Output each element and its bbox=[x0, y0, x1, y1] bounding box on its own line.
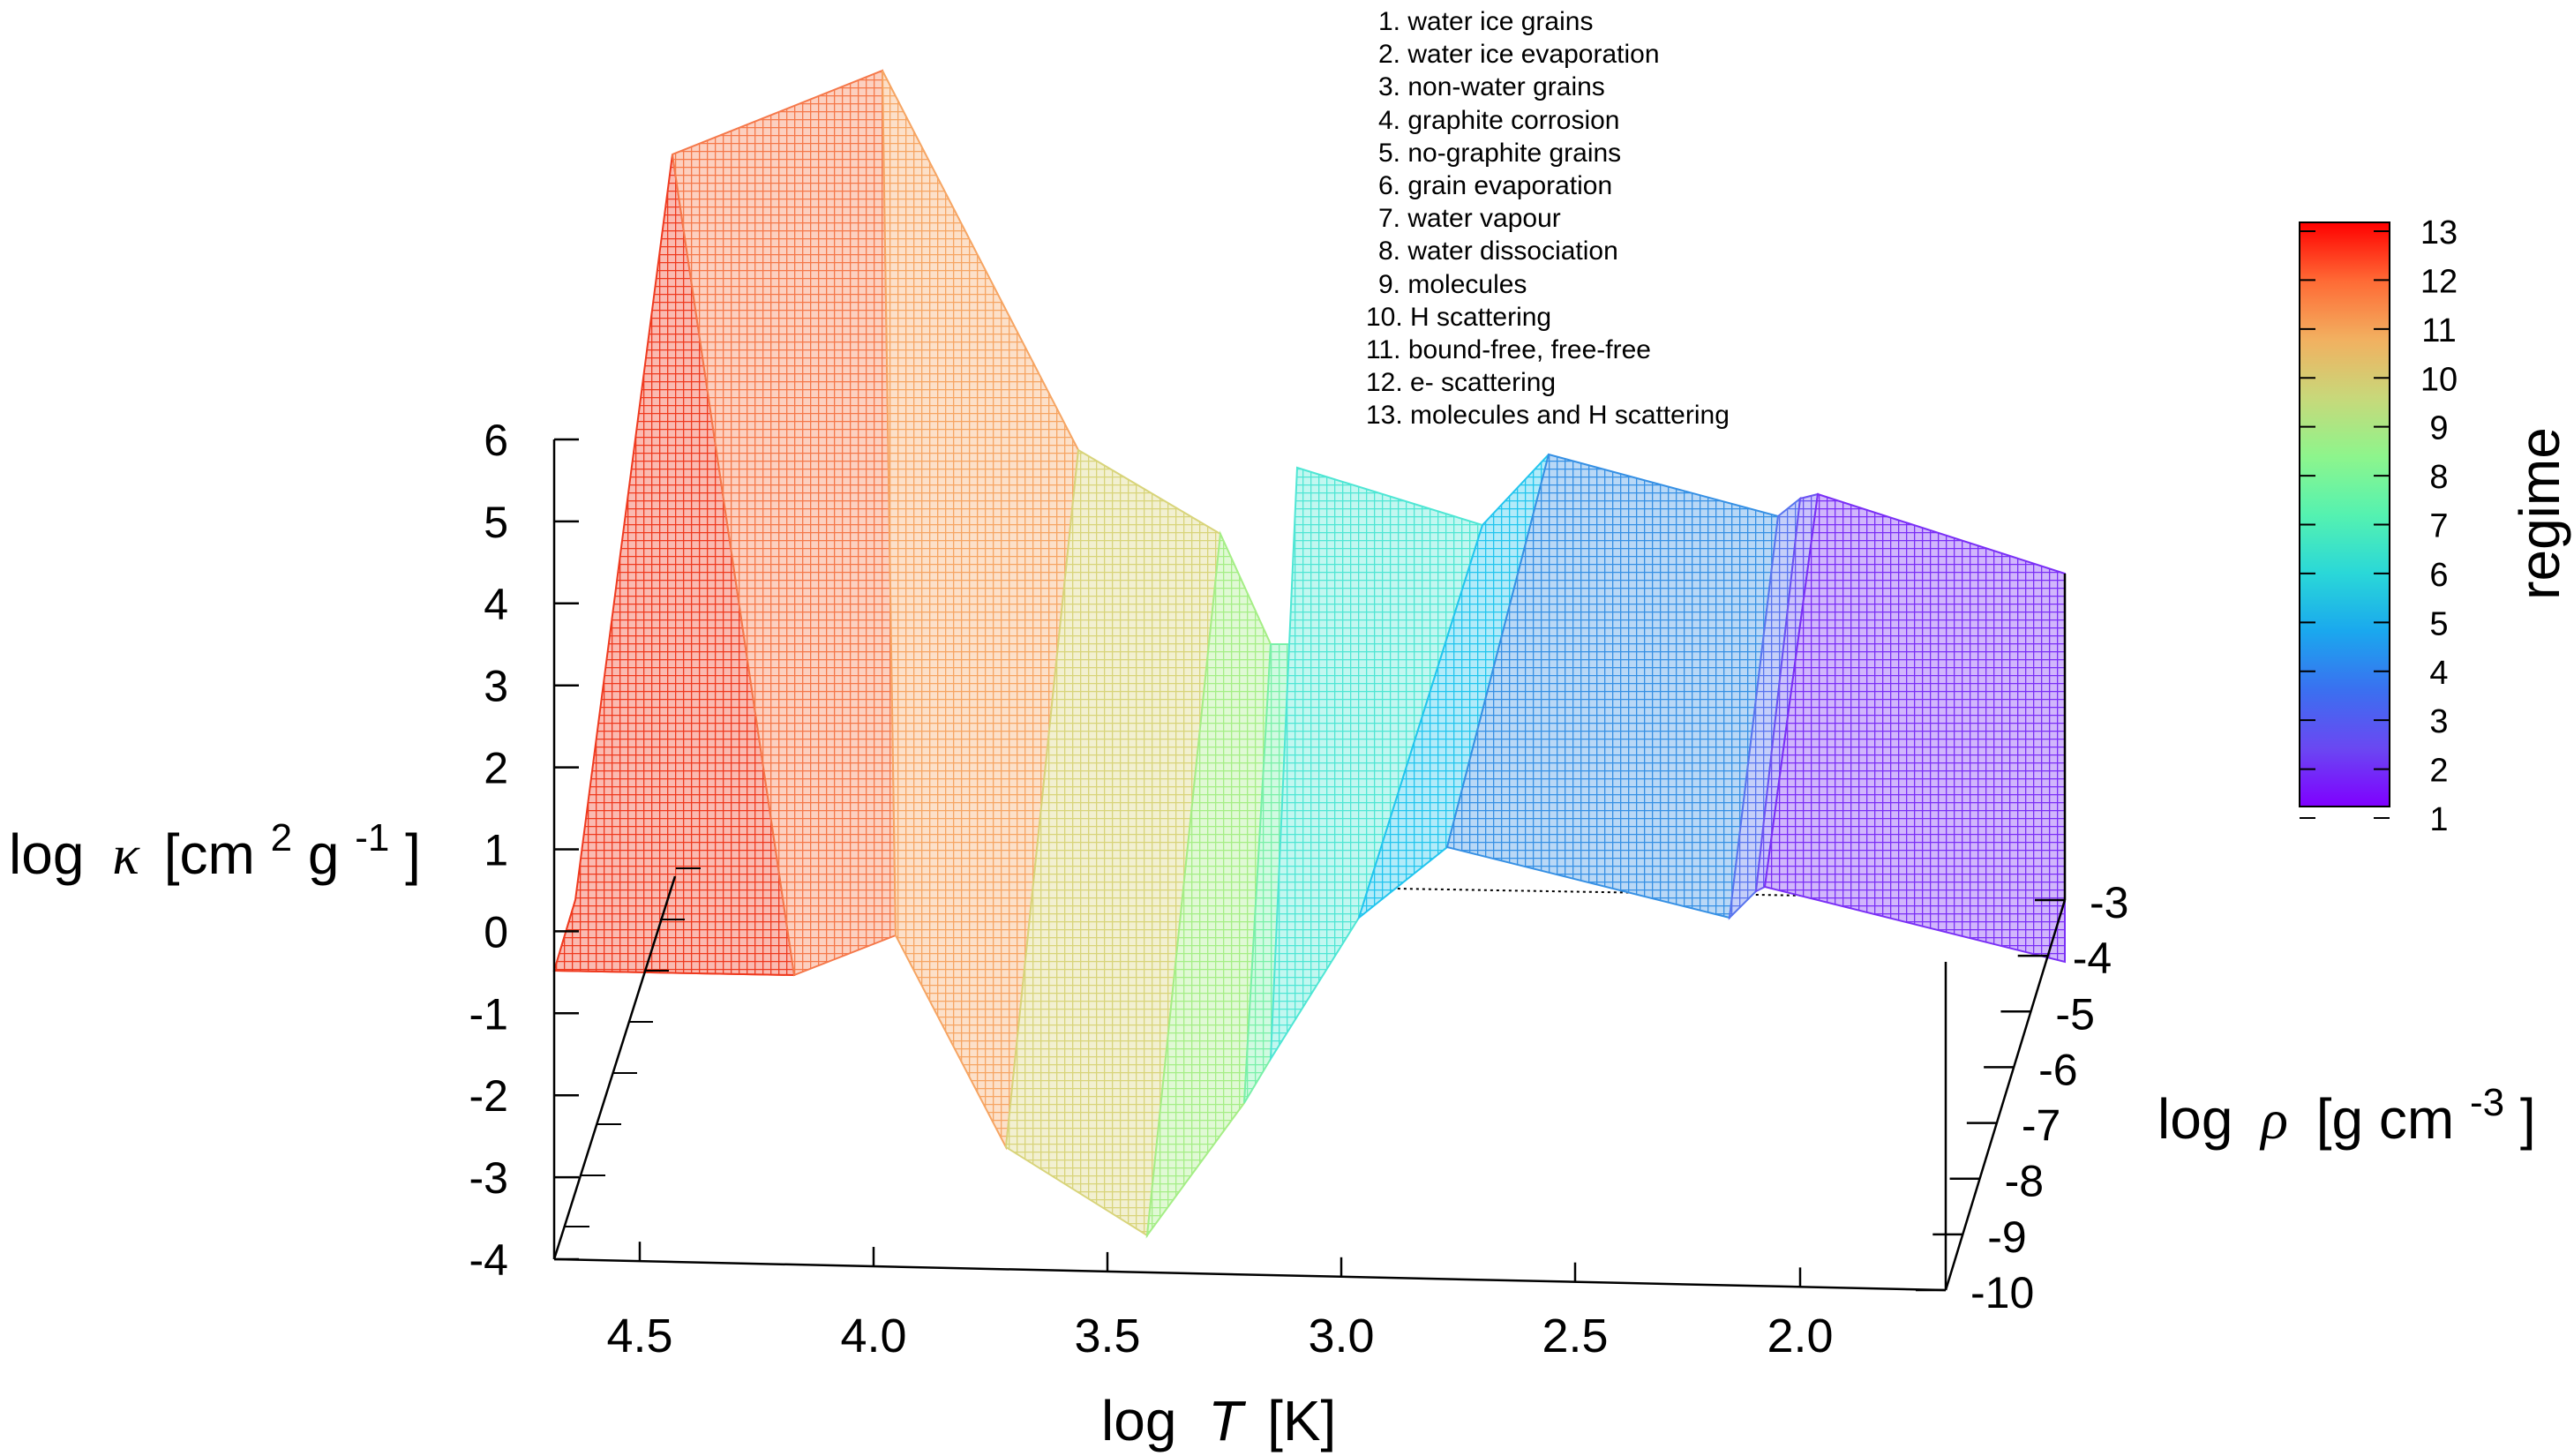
colorbar-tick-label: 8 bbox=[2429, 459, 2448, 496]
z-tick-label: 6 bbox=[484, 416, 508, 465]
surface-facet-regime-1 bbox=[1763, 492, 2066, 964]
y-tick-label: -5 bbox=[2055, 989, 2094, 1039]
y-axis-label-symbol: ρ bbox=[2259, 1088, 2288, 1151]
x-axis-label-prefix: log bbox=[1101, 1389, 1176, 1452]
legend-item: 5. no-graphite grains bbox=[1378, 138, 1622, 168]
y-tick-label: -7 bbox=[2022, 1101, 2060, 1151]
y-axis-label: log ρ [g cm -3 ] bbox=[2158, 1064, 2536, 1151]
legend-item: 4. graphite corrosion bbox=[1378, 105, 1620, 135]
x-tick-label: 3.5 bbox=[1074, 1310, 1140, 1362]
z-axis-label-mid: g bbox=[308, 822, 340, 886]
colorbar-tick-label: 13 bbox=[2420, 214, 2458, 251]
y-tick-label: -4 bbox=[2073, 934, 2112, 983]
y-axis-tick-labels: -3 -4 -5 -6 -7 -8 -9 -10 bbox=[1916, 878, 2128, 1317]
colorbar-tick-label: 11 bbox=[2421, 312, 2456, 349]
colorbar-tick-label: 5 bbox=[2429, 605, 2448, 642]
legend-item: 8. water dissociation bbox=[1378, 236, 1618, 266]
y-tick-label: -9 bbox=[1987, 1212, 2026, 1262]
legend-item: 3. non-water grains bbox=[1378, 72, 1605, 102]
legend-item: 11. bound-free, free-free bbox=[1366, 335, 1651, 364]
legend-item: 12. e- scattering bbox=[1366, 368, 1557, 398]
colorbar-tick-label: 3 bbox=[2429, 703, 2448, 740]
z-tick-label: -4 bbox=[469, 1235, 508, 1285]
y-tick-label: -10 bbox=[1970, 1268, 2034, 1317]
colorbar-gradient bbox=[2299, 221, 2390, 807]
legend-item: 13. molecules and H scattering bbox=[1366, 401, 1730, 431]
colorbar-tick-label: 4 bbox=[2429, 655, 2448, 692]
y-axis-label-end: ] bbox=[2520, 1087, 2536, 1151]
colorbar-tick-label: 2 bbox=[2429, 753, 2448, 790]
legend-item: 9. molecules bbox=[1378, 269, 1527, 299]
z-tick-label: 0 bbox=[484, 907, 508, 957]
z-tick-label: 4 bbox=[484, 580, 508, 629]
z-tick-label: 2 bbox=[484, 744, 508, 793]
legend-item: 10. H scattering bbox=[1366, 302, 1552, 332]
x-axis-tick-labels: 4.5 4.0 3.5 3.0 2.5 2.0 bbox=[565, 867, 1834, 1362]
z-axis-label-symbol: κ bbox=[112, 823, 140, 886]
y-axis-label-prefix: log bbox=[2158, 1087, 2233, 1151]
x-axis-label-symbol: T bbox=[1208, 1389, 1246, 1452]
z-axis-label: log κ [cm 2 g -1 ] bbox=[9, 799, 421, 886]
z-tick-label: 1 bbox=[484, 826, 508, 875]
x-axis-label-units: [K] bbox=[1267, 1389, 1336, 1452]
x-tick-label: 3.0 bbox=[1308, 1310, 1374, 1362]
x-tick-label: 2.5 bbox=[1542, 1310, 1608, 1362]
z-tick-label: -3 bbox=[469, 1153, 508, 1203]
colorbar-tick-label: 9 bbox=[2429, 410, 2448, 447]
z-tick-label: -1 bbox=[469, 989, 508, 1039]
x-tick-label: 4.0 bbox=[840, 1310, 906, 1362]
x-axis-label: log T [K] bbox=[1101, 1389, 1336, 1452]
colorbar: 13 12 11 10 9 8 7 6 5 4 3 2 1 bbox=[2299, 214, 2458, 838]
colorbar-ticks: 13 12 11 10 9 8 7 6 5 4 3 2 1 bbox=[2300, 214, 2458, 838]
opacity-surface bbox=[552, 69, 2066, 1239]
x-tick-label: 4.5 bbox=[606, 1310, 672, 1362]
y-axis-label-units: [g cm bbox=[2316, 1087, 2454, 1151]
colorbar-label: regime bbox=[2508, 427, 2571, 600]
x-tick-label: 2.0 bbox=[1767, 1310, 1833, 1362]
z-axis-label-exp2: -1 bbox=[355, 816, 389, 859]
z-axis-label-end: ] bbox=[405, 822, 421, 886]
colorbar-tick-label: 12 bbox=[2420, 263, 2458, 300]
z-axis-label-units: [cm bbox=[164, 822, 255, 886]
z-tick-label: 3 bbox=[484, 662, 508, 711]
legend-item: 7. water vapour bbox=[1378, 204, 1561, 234]
colorbar-tick-label: 6 bbox=[2429, 557, 2448, 594]
legend-item: 6. grain evaporation bbox=[1378, 171, 1613, 200]
legend-item: 1. water ice grains bbox=[1378, 7, 1594, 36]
z-tick-label: -2 bbox=[469, 1071, 508, 1121]
z-axis-label-exp1: 2 bbox=[271, 816, 292, 859]
z-axis-tick-labels: 6 5 4 3 2 1 0 -1 -2 -3 -4 bbox=[469, 416, 579, 1285]
y-axis-label-exp: -3 bbox=[2470, 1081, 2504, 1124]
colorbar-tick-label: 1 bbox=[2429, 801, 2448, 838]
colorbar-tick-label: 7 bbox=[2429, 508, 2448, 545]
y-tick-label: -3 bbox=[2090, 878, 2128, 927]
z-axis-label-prefix: log bbox=[9, 822, 84, 886]
z-tick-label: 5 bbox=[484, 498, 508, 547]
y-tick-label: -8 bbox=[2005, 1157, 2044, 1206]
y-tick-label: -6 bbox=[2038, 1045, 2077, 1094]
colorbar-tick-label: 10 bbox=[2420, 361, 2458, 398]
legend-item: 2. water ice evaporation bbox=[1378, 40, 1660, 70]
